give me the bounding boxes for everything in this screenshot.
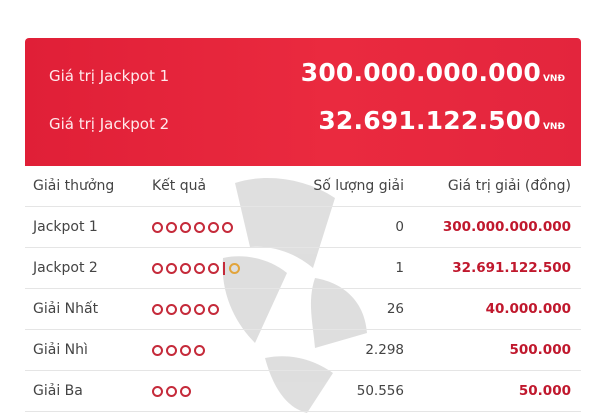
prize-value: 500.000 bbox=[509, 342, 572, 358]
result-four-circles-icon bbox=[152, 330, 205, 370]
jackpot-1-amount: 300.000.000.000 bbox=[300, 58, 541, 87]
prize-name: Giải Ba bbox=[33, 383, 83, 399]
jackpot-results-card: Giá trị Jackpot 1 300.000.000.000 VNĐ Giá… bbox=[25, 38, 581, 417]
prize-count: 2.298 bbox=[365, 342, 404, 358]
prize-name: Jackpot 2 bbox=[33, 260, 98, 276]
table-row: Giải Nhì 2.298 500.000 bbox=[25, 330, 581, 371]
prize-count: 0 bbox=[395, 219, 404, 235]
prize-value: 50.000 bbox=[518, 383, 571, 399]
prize-table: Giải thưởng Kết quả Số lượng giải Giá tr… bbox=[25, 166, 581, 412]
jackpot-1-label: Giá trị Jackpot 1 bbox=[49, 67, 170, 85]
table-row: Giải Nhất 26 40.000.000 bbox=[25, 289, 581, 330]
jackpot-1-currency: VNĐ bbox=[542, 74, 565, 84]
result-five-circles-bar-gold-circle-icon bbox=[152, 248, 240, 288]
prize-value: 32.691.122.500 bbox=[452, 260, 571, 276]
prize-count: 26 bbox=[386, 301, 404, 317]
prize-name: Giải Nhất bbox=[33, 301, 99, 317]
table-row: Jackpot 1 0 300.000.000.000 bbox=[25, 207, 581, 248]
header-result: Kết quả bbox=[152, 178, 207, 194]
header-value: Giá trị giải (đồng) bbox=[447, 178, 571, 194]
prize-name: Jackpot 1 bbox=[33, 219, 98, 235]
prize-value: 300.000.000.000 bbox=[442, 219, 571, 235]
prize-value: 40.000.000 bbox=[485, 301, 571, 317]
table-header-row: Giải thưởng Kết quả Số lượng giải Giá tr… bbox=[25, 166, 581, 207]
prize-count: 50.556 bbox=[356, 383, 404, 399]
result-three-circles-icon bbox=[152, 371, 191, 411]
jackpot-2-value: 32.691.122.500 VNĐ bbox=[318, 106, 565, 135]
table-row: Giải Ba 50.556 50.000 bbox=[25, 371, 581, 412]
result-six-circles-icon bbox=[152, 207, 233, 247]
jackpot-banner: Giá trị Jackpot 1 300.000.000.000 VNĐ Giá… bbox=[25, 38, 581, 166]
jackpot-2-label: Giá trị Jackpot 2 bbox=[49, 115, 170, 133]
prize-count: 1 bbox=[395, 260, 404, 276]
jackpot-2-row: Giá trị Jackpot 2 32.691.122.500 VNĐ bbox=[25, 106, 581, 146]
header-count: Số lượng giải bbox=[313, 178, 404, 194]
table-row: Jackpot 2 1 32.691.122.500 bbox=[25, 248, 581, 289]
jackpot-1-value: 300.000.000.000 VNĐ bbox=[301, 58, 565, 87]
jackpot-2-currency: VNĐ bbox=[542, 122, 565, 132]
jackpot-2-amount: 32.691.122.500 bbox=[318, 106, 541, 135]
result-five-circles-icon bbox=[152, 289, 219, 329]
prize-name: Giải Nhì bbox=[33, 342, 88, 358]
header-prize: Giải thưởng bbox=[33, 178, 115, 194]
jackpot-1-row: Giá trị Jackpot 1 300.000.000.000 VNĐ bbox=[25, 58, 581, 98]
